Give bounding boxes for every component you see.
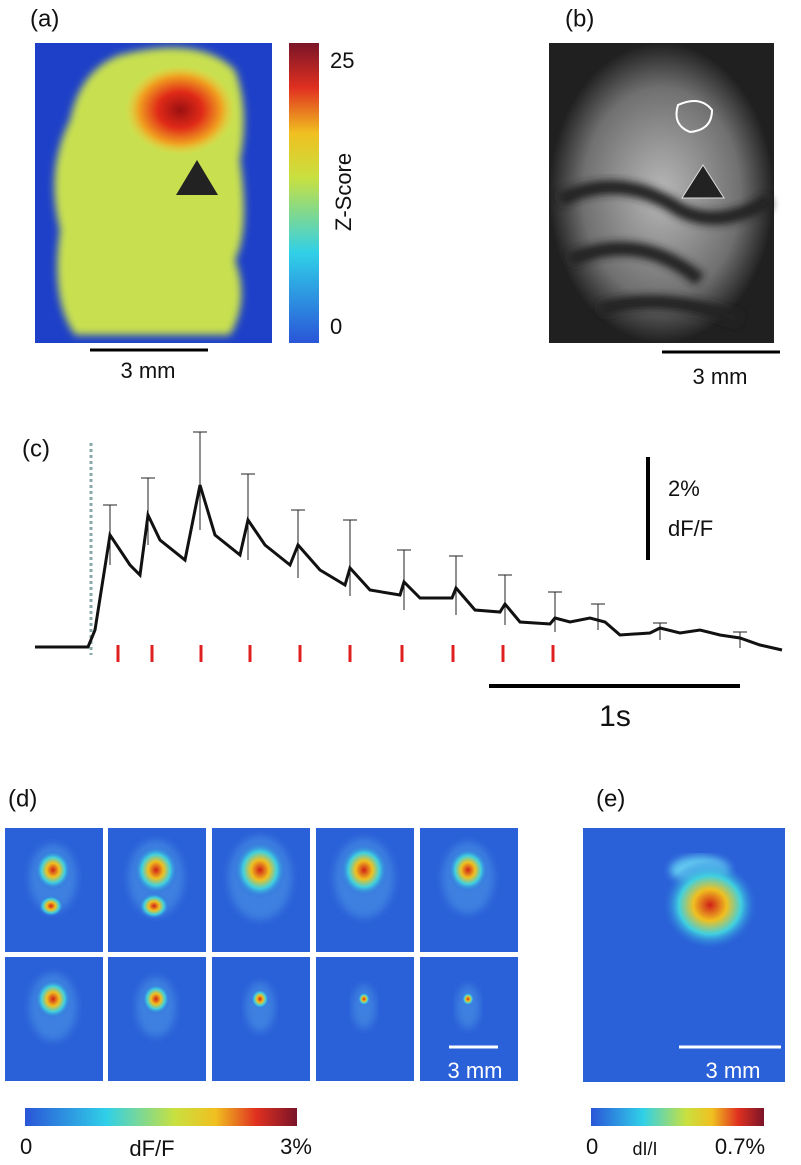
frame-hotspot (251, 989, 269, 1009)
anatomy-texture (556, 180, 774, 327)
frame-hotspot (38, 895, 64, 917)
stimulus-ticks (116, 645, 555, 662)
frame-hotspot (462, 992, 474, 1006)
frame-region (456, 985, 480, 1029)
colorbar (25, 1108, 297, 1126)
frame-hotspot (448, 848, 488, 892)
colorbar-title: Z-Score (331, 153, 356, 231)
frame-hotspot (340, 843, 388, 897)
time-scale-label: 1s (599, 700, 631, 733)
frame-hotspot (134, 845, 178, 895)
colorbar-min: 0 (586, 1134, 598, 1159)
hotspot (125, 65, 235, 155)
colorbar-max: 25 (330, 48, 354, 73)
colorbar (591, 1108, 764, 1126)
colorbar-max: 3% (280, 1134, 312, 1159)
colorbar-min: 0 (20, 1134, 32, 1159)
scale-label: 3 mm (693, 364, 748, 389)
colorbar-title: dI/I (632, 1139, 657, 1159)
frame-grid (5, 828, 518, 1081)
scale-label: 3 mm (121, 358, 176, 383)
scale-label: 3 mm (706, 1058, 761, 1083)
frame-hotspot (234, 841, 286, 899)
colorbar-max: 0.7% (715, 1134, 765, 1159)
response-trace (35, 484, 783, 652)
vertical-scale-unit: dF/F (668, 516, 713, 541)
colorbar-title: dF/F (129, 1136, 174, 1161)
frame-hotspot (35, 979, 71, 1019)
panel-label: (b) (565, 5, 594, 32)
scale-label: 3 mm (448, 1058, 503, 1083)
vertical-scale-value: 2% (668, 476, 700, 501)
frame-hotspot (138, 892, 170, 920)
panel-label: (c) (22, 435, 50, 462)
marker (176, 160, 218, 195)
panel-label: (d) (8, 785, 37, 812)
colorbar (289, 43, 319, 343)
frame-hotspot (358, 992, 370, 1006)
frame-hotspot (35, 850, 71, 890)
panel-label: (a) (30, 5, 59, 32)
panel-label: (e) (596, 785, 625, 812)
frame-region (352, 985, 376, 1029)
marker (681, 164, 725, 199)
frame-hotspot (142, 983, 170, 1015)
hotspot (662, 860, 758, 950)
roi-contour (675, 100, 714, 134)
error-bars (103, 431, 747, 648)
colorbar-min: 0 (330, 314, 342, 339)
